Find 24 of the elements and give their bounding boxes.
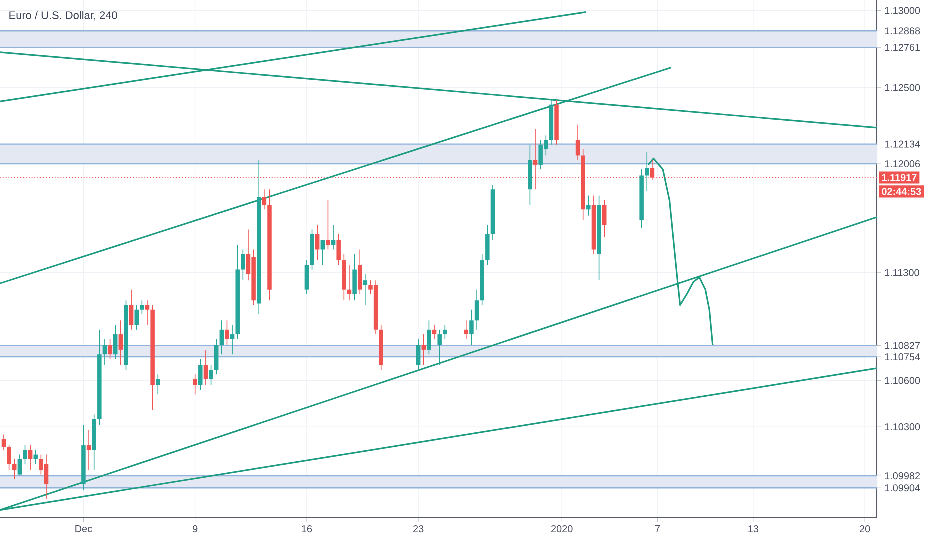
y-tick-label: 1.12868 xyxy=(885,28,920,35)
y-tick-label: 1.11300 xyxy=(885,269,920,276)
y-tick-label: 1.10300 xyxy=(885,424,920,431)
x-tick-label: 9 xyxy=(193,526,198,533)
text: 02:44:53 xyxy=(882,188,922,196)
y-tick-label: 1.10754 xyxy=(885,354,920,361)
y-tick-label: 1.12134 xyxy=(885,140,920,148)
ref-line-label: 1.11917 xyxy=(882,174,917,182)
y-tick-label: 1.12761 xyxy=(885,44,920,52)
x-tick-label: 13 xyxy=(748,526,759,533)
y-tick-label: 1.10827 xyxy=(885,342,920,350)
y-tick-label: 1.09982 xyxy=(885,472,920,480)
y-tick-label: 1.12006 xyxy=(885,160,920,168)
y-tick-label: 1.09904 xyxy=(885,484,920,492)
x-tick-label: 23 xyxy=(414,526,424,533)
x-tick-label: Dec xyxy=(76,526,92,532)
x-tick-label: 7 xyxy=(656,526,660,532)
text: Euro / U.S. Dollar, 240 xyxy=(10,11,118,21)
x-tick-label: 20 xyxy=(860,526,870,533)
x-tick-label: 16 xyxy=(302,526,312,533)
y-tick-label: 1.12500 xyxy=(885,84,920,92)
x-tick-label: 2020 xyxy=(552,526,573,533)
y-tick-label: 1.10600 xyxy=(885,377,920,384)
y-tick-label: 1.13000 xyxy=(885,7,920,14)
